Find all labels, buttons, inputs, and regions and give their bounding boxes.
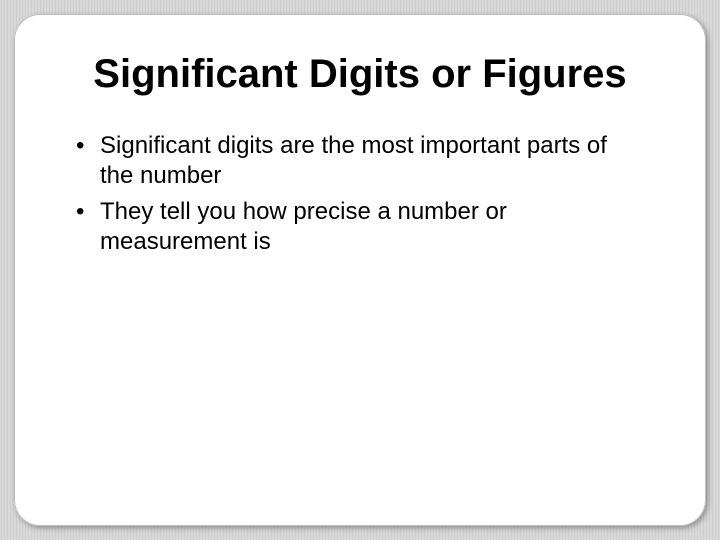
slide-body: Significant digits are the most importan… (64, 131, 656, 257)
slide-background: Significant Digits or Figures Significan… (0, 0, 720, 540)
slide-card: Significant Digits or Figures Significan… (14, 14, 706, 526)
list-item: They tell you how precise a number or me… (72, 197, 620, 257)
list-item: Significant digits are the most importan… (72, 131, 620, 191)
bullet-list: Significant digits are the most importan… (64, 131, 656, 257)
slide-title: Significant Digits or Figures (64, 52, 656, 97)
